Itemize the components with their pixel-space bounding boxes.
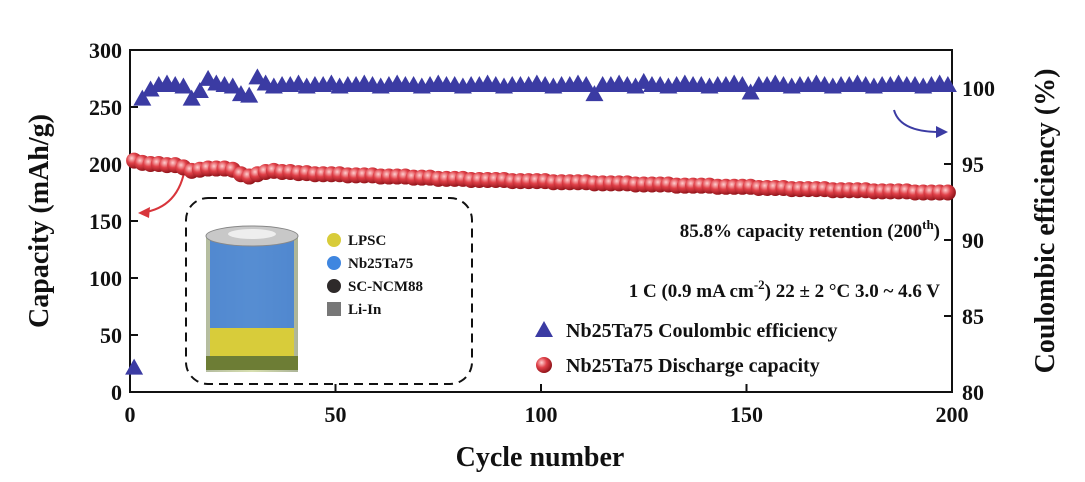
x-axis-label: Cycle number: [456, 442, 625, 473]
y2-tick-label: 95: [962, 152, 984, 177]
y-tick-label: 200: [89, 152, 122, 177]
triangle-marker: [733, 75, 752, 92]
arrow-head: [936, 126, 948, 138]
y-axis-label: Capacity (mAh/g): [24, 114, 55, 328]
triangle-marker: [133, 89, 152, 106]
triangle-marker: [577, 75, 596, 92]
y2-tick-label: 100: [962, 76, 995, 101]
inset-box: [185, 197, 473, 385]
inset-legend-label: LPSC: [348, 233, 386, 249]
y-tick-label: 250: [89, 95, 122, 120]
inset-legend-marker: [327, 302, 341, 316]
arrow-head: [138, 207, 150, 218]
x-tick-label: 150: [730, 402, 763, 427]
circle-marker: [536, 357, 552, 373]
y2-axis-label: Coulombic efficiency (%): [1030, 69, 1061, 374]
triangle-marker: [585, 85, 604, 102]
x-tick-label: 0: [125, 402, 136, 427]
triangle-marker: [248, 68, 267, 85]
y2-tick-label: 90: [962, 228, 984, 253]
inset-legend-label: Nb25Ta75: [348, 256, 413, 272]
battery-illustration: [205, 225, 299, 372]
annotation: 85.8% capacity retention (200th): [680, 217, 940, 242]
x-tick-label: 100: [525, 402, 558, 427]
y-tick-label: 150: [89, 209, 122, 234]
y-tick-label: 50: [100, 323, 122, 348]
annotation-sup: -2: [754, 277, 765, 292]
triangle-marker: [938, 75, 957, 92]
annotation-sup: th: [922, 217, 934, 232]
annotation: 1 C (0.9 mA cm-2) 22 ± 2 °C 3.0 ~ 4.6 V: [629, 277, 941, 302]
annotation-text: 85.8% capacity retention (200: [680, 221, 922, 242]
arrow: [893, 109, 941, 133]
triangle-marker: [240, 86, 259, 103]
inset-legend-marker: [327, 233, 341, 247]
annotation-tail: ): [934, 221, 940, 242]
y2-tick-label: 80: [962, 380, 984, 405]
x-tick-label: 50: [325, 402, 347, 427]
circle-marker: [939, 184, 956, 201]
triangle-marker: [535, 321, 553, 337]
inset-legend-marker: [327, 256, 341, 270]
y-tick-label: 300: [89, 38, 122, 63]
inset-legend-marker: [327, 279, 341, 293]
annotation-tail: ) 22 ± 2 °C 3.0 ~ 4.6 V: [765, 281, 941, 302]
inset-legend-label: SC-NCM88: [348, 279, 423, 295]
legend-label: Nb25Ta75 Coulombic efficiency: [566, 320, 837, 342]
triangle-marker: [626, 77, 645, 94]
y-tick-label: 100: [89, 266, 122, 291]
triangle-marker: [141, 80, 160, 97]
inset-legend-label: Li-In: [348, 302, 382, 318]
triangle-marker: [223, 77, 242, 94]
annotation-text: 1 C (0.9 mA cm: [629, 281, 754, 302]
y-tick-label: 0: [111, 380, 122, 405]
y2-tick-label: 85: [962, 304, 984, 329]
x-tick-label: 200: [936, 402, 969, 427]
legend-label: Nb25Ta75 Discharge capacity: [566, 355, 820, 377]
triangle-marker: [174, 77, 193, 94]
triangle-marker: [190, 82, 209, 99]
triangle-marker: [125, 358, 144, 375]
